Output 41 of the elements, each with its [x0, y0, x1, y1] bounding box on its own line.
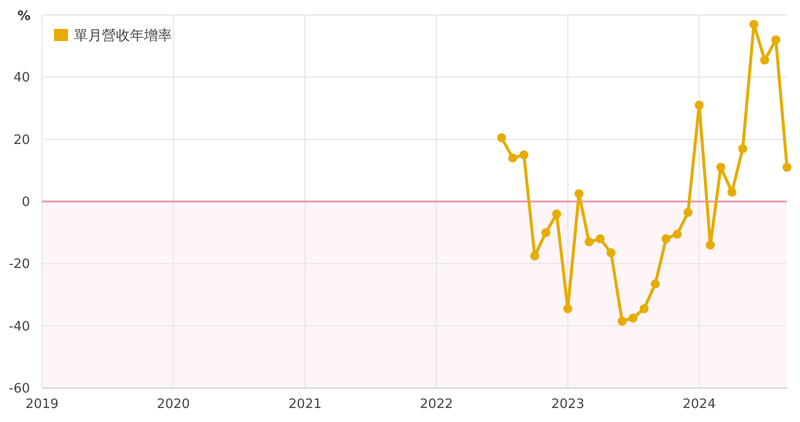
point [640, 304, 649, 314]
y-tick-label: -20 [8, 257, 30, 272]
point [738, 144, 748, 154]
point [684, 208, 693, 217]
point [749, 20, 758, 29]
point [508, 153, 518, 162]
x-tick-label: 2023 [551, 397, 584, 412]
point [771, 35, 780, 44]
point [716, 162, 726, 172]
point [760, 56, 770, 65]
x-tick-label: 2024 [682, 397, 716, 412]
legend-label: 單月營收年增率 [74, 28, 172, 44]
y-tick-label: -60 [8, 382, 30, 397]
point [563, 304, 572, 314]
y-tick-label: 0 [22, 195, 30, 210]
point [606, 248, 616, 258]
point [618, 316, 627, 326]
y-tick-label: 40 [13, 70, 30, 86]
point [574, 189, 584, 198]
point [519, 150, 528, 160]
x-tick-label: 2022 [420, 397, 453, 412]
point [706, 240, 715, 250]
y-tick-label: 20 [13, 132, 30, 148]
point [552, 209, 562, 218]
x-tick-label: 2021 [288, 397, 322, 412]
x-tick-label: 2019 [25, 397, 59, 412]
point [628, 314, 638, 323]
point [782, 162, 792, 172]
point [672, 230, 682, 239]
point [650, 279, 660, 288]
y-tick-label: -40 [8, 319, 30, 334]
point [541, 228, 550, 238]
point [497, 133, 506, 142]
point [727, 188, 736, 197]
x-tick-label: 2020 [156, 397, 190, 412]
y-axis-title: % [17, 9, 31, 24]
point [662, 234, 671, 244]
point [596, 234, 605, 244]
point [530, 251, 540, 260]
point [584, 237, 594, 246]
point [694, 100, 704, 110]
